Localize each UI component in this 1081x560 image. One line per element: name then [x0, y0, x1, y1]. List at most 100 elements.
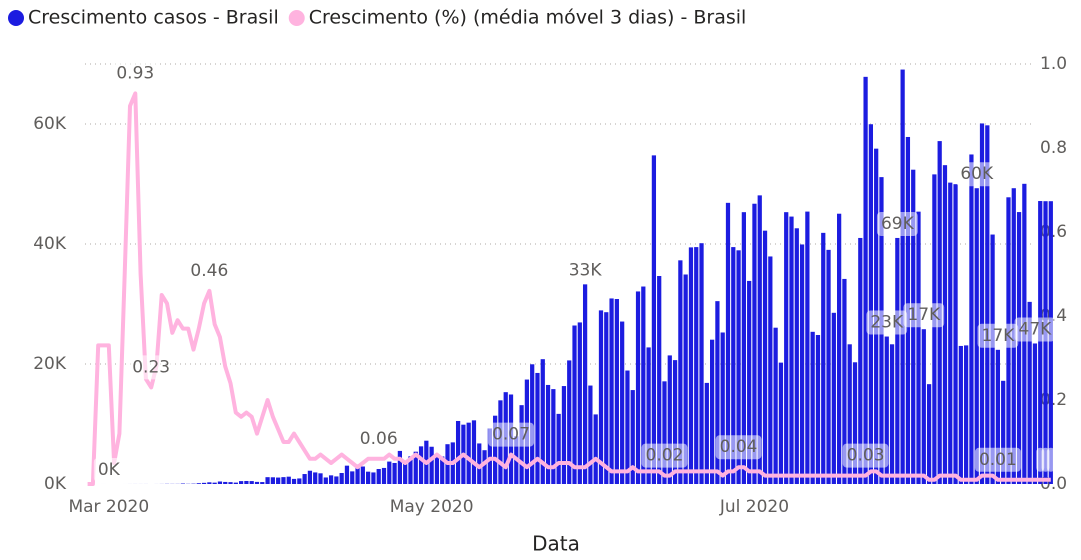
bar	[609, 298, 614, 484]
bar	[434, 454, 440, 484]
bar	[318, 473, 323, 484]
bar	[921, 329, 926, 484]
data-label-bg	[1014, 317, 1056, 342]
bar	[736, 250, 741, 484]
bar	[1001, 380, 1006, 484]
bar	[482, 450, 487, 484]
bar	[741, 212, 746, 485]
bar	[440, 456, 445, 484]
data-label-text: 0.93	[116, 63, 154, 83]
data-label-text: 0.46	[190, 261, 228, 281]
bar	[635, 291, 641, 484]
data-label-text: 60K	[960, 164, 994, 184]
bar	[471, 420, 477, 484]
data-label-bg	[977, 323, 1019, 348]
bar	[715, 301, 720, 484]
y-tick-label: 0K	[44, 474, 67, 494]
data-label-text: 0.07	[492, 425, 530, 445]
bar	[455, 420, 461, 484]
bar	[413, 451, 418, 484]
bar	[974, 188, 979, 484]
bar	[826, 249, 831, 484]
bar	[207, 482, 212, 484]
bar	[418, 446, 424, 484]
bar	[540, 359, 545, 484]
bar	[858, 237, 863, 484]
bar	[376, 469, 381, 484]
bar	[567, 360, 572, 484]
bar	[731, 247, 736, 484]
bar	[842, 278, 847, 484]
bar	[381, 467, 387, 484]
data-label-text: 17K	[907, 305, 941, 325]
x-tick-label: Mar 2020	[68, 497, 149, 517]
bar	[387, 461, 392, 484]
bar	[1038, 201, 1043, 484]
bar	[752, 203, 757, 484]
data-label-text: 23K	[870, 313, 904, 333]
bar	[768, 256, 773, 484]
bar	[355, 464, 360, 484]
bar	[863, 76, 868, 484]
data-label-bg	[1046, 447, 1055, 472]
bar	[694, 247, 699, 484]
bar	[535, 372, 540, 484]
bar	[895, 237, 900, 484]
bar	[239, 481, 244, 484]
data-label-bg	[128, 355, 175, 380]
bar	[784, 212, 789, 485]
data-label-bg	[903, 303, 945, 328]
data-label: 0K	[93, 458, 124, 482]
data-label: 0.01	[974, 447, 1021, 472]
bar	[201, 482, 207, 484]
bar	[958, 345, 963, 484]
data-label: 0.46	[186, 258, 233, 283]
data-label-text: 0.06	[360, 429, 398, 449]
data-label: 0.03	[842, 443, 889, 468]
bar	[799, 244, 805, 484]
bar	[948, 182, 953, 484]
bar	[821, 232, 826, 484]
bar	[249, 481, 254, 484]
bar	[725, 202, 731, 484]
bar	[545, 384, 551, 484]
data-label-text: 0.23	[132, 357, 170, 377]
data-label-text: 33K	[569, 260, 603, 280]
bar	[672, 360, 678, 484]
data-label: 0.06	[355, 426, 402, 451]
line	[87, 91, 1051, 486]
bar	[1032, 343, 1038, 484]
data-label-bg	[93, 458, 124, 482]
legend-marker	[8, 10, 24, 26]
y-tick-label: 60K	[33, 114, 67, 134]
legend-label: Crescimento casos - Brasil	[28, 7, 279, 29]
data-label-text: 69K	[881, 214, 915, 234]
bar	[710, 339, 715, 484]
bar	[313, 472, 318, 484]
bar	[630, 390, 635, 484]
bar	[625, 370, 630, 484]
bar	[217, 481, 223, 484]
data-label: 0.02	[641, 443, 688, 468]
bar	[789, 216, 794, 484]
bar	[254, 481, 260, 484]
y-tick-label: 20K	[33, 354, 67, 374]
bar	[334, 476, 339, 484]
bar	[556, 413, 561, 484]
bar	[493, 415, 498, 484]
data-label: 33K	[564, 258, 606, 283]
data-label-text: 0.04	[720, 437, 758, 457]
bar	[810, 331, 815, 484]
bar	[678, 260, 683, 484]
bar	[614, 299, 619, 484]
bar	[985, 125, 990, 485]
data-label: 47K	[1014, 317, 1056, 342]
data-label-text: 0.02	[646, 446, 684, 466]
bar	[593, 414, 598, 484]
bar	[551, 389, 556, 484]
bar	[260, 482, 265, 484]
bar	[582, 284, 588, 484]
bar	[646, 347, 651, 484]
bar	[900, 69, 905, 484]
data-label	[1046, 447, 1055, 472]
